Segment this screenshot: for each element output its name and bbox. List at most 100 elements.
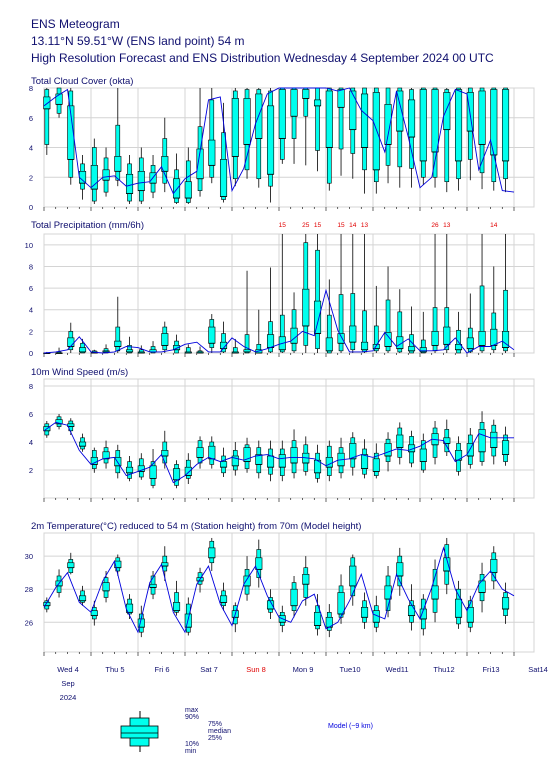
ens-box [255, 88, 263, 188]
ens-box [219, 582, 228, 611]
ens-box [290, 429, 298, 479]
ens-box-10-90 [444, 89, 450, 183]
ens-box [231, 338, 239, 354]
y-tick-label: 8 [29, 84, 33, 93]
ens-box-25-75 [490, 431, 498, 448]
ens-box-10-90 [338, 87, 344, 150]
ens-box [78, 338, 87, 354]
ens-box [466, 87, 474, 181]
ens-box-25-75 [349, 90, 357, 130]
ens-box-10-90 [373, 325, 379, 352]
ens-box-25-75 [149, 583, 157, 588]
ens-box [501, 426, 510, 466]
ens-box-25-75 [337, 592, 345, 615]
ens-box [466, 595, 474, 633]
time-axis: Wed 4 Thu 5 Fri 6 Sat 7 Sun 8 Mon 9 Tue10 Wed11… [57, 665, 548, 702]
ens-box-25-75 [501, 440, 510, 455]
y-tick-label: 6 [29, 284, 33, 293]
ens-box-10-90 [315, 249, 320, 349]
ens-box-25-75 [219, 159, 228, 197]
ens-box-25-75 [349, 565, 357, 587]
ens-box [125, 336, 134, 354]
ens-box [78, 585, 87, 606]
y-tick-label: 8 [29, 382, 33, 391]
ens-box [149, 571, 157, 600]
ens-box [443, 88, 451, 193]
day-label: Sun 8 [246, 665, 266, 674]
legend-model-label: Model (~9 km) [328, 723, 373, 730]
ens-box-25-75 [419, 89, 427, 162]
ens-box-25-75 [219, 461, 228, 468]
plot-area [43, 233, 535, 354]
ens-box [208, 314, 216, 353]
location-line: 13.11°N 59.51°W (ENS land point) 54 m [31, 34, 245, 48]
ens-box-25-75 [102, 169, 110, 181]
overflow-label: 14 [349, 222, 357, 229]
ens-box [243, 270, 251, 354]
legend-max-label: max [185, 707, 199, 714]
ens-box-25-75 [372, 458, 380, 472]
ens-box-25-75 [278, 89, 286, 139]
ens-box-10-90 [244, 334, 250, 354]
y-tick-label: 0 [29, 349, 33, 358]
ens-box-10-90 [385, 299, 391, 352]
ens-box-10-90 [503, 289, 508, 352]
forecast-subtitle: High Resolution Forecast and ENS Distrib… [31, 51, 494, 65]
ens-box [431, 234, 439, 353]
ens-box-25-75 [231, 98, 239, 157]
hres-model-line [43, 87, 515, 195]
ens-box-25-75 [407, 99, 416, 138]
ens-box-25-75 [313, 99, 322, 107]
ens-box-25-75 [396, 434, 404, 448]
y-tick-label: 28 [25, 585, 33, 594]
day-label: Fri13 [482, 665, 499, 674]
ens-box [172, 580, 181, 616]
y-tick-label: 10 [25, 241, 33, 250]
ens-box-25-75 [454, 89, 463, 162]
ens-box-25-75 [290, 327, 298, 344]
ens-box-25-75 [501, 597, 510, 610]
ens-box-10-90 [209, 99, 215, 178]
day-label: Sat 7 [200, 665, 218, 674]
legend-p90-label: 90% [185, 714, 199, 721]
ens-box-25-75 [290, 89, 298, 117]
ens-box [302, 234, 310, 353]
ens-box-25-75 [302, 574, 310, 585]
plot-area [43, 532, 535, 653]
ens-box [231, 88, 239, 187]
ens-box-25-75 [290, 447, 298, 464]
ens-box-25-75 [466, 607, 474, 623]
ens-box-10-90 [420, 339, 426, 354]
ens-box-25-75 [278, 454, 286, 468]
ens-box-10-90 [397, 311, 403, 353]
day-label: Thu 5 [105, 665, 124, 674]
ens-box [501, 582, 510, 624]
ens-box-10-90 [115, 124, 121, 181]
ens-box [501, 234, 510, 353]
ens-box [501, 87, 510, 193]
y-tick-label: 2 [29, 173, 33, 182]
hres-model-line [43, 546, 515, 634]
ens-box-25-75 [78, 171, 87, 184]
ens-box-25-75 [161, 333, 169, 346]
ens-box [196, 436, 204, 469]
ens-box-25-75 [454, 598, 463, 618]
y-tick-label: 30 [25, 552, 33, 561]
ens-box [90, 447, 98, 473]
ens-box-25-75 [208, 326, 216, 344]
ens-box-25-75 [90, 457, 98, 465]
ens-box-25-75 [67, 423, 75, 427]
ens-box [372, 87, 380, 194]
chart-panel-4: 26 28 30 2m Temperature(°C) reduced to 54 m… [25, 521, 535, 656]
overflow-label: 13 [361, 222, 369, 229]
hres-model-line [43, 288, 515, 354]
ens-box-25-75 [43, 96, 51, 110]
ens-box-25-75 [396, 562, 404, 577]
ens-box-25-75 [196, 447, 204, 458]
panel-title: 10m Wind Speed (m/s) [31, 367, 128, 378]
ens-box-25-75 [161, 450, 169, 457]
day-label: Thu12 [433, 665, 454, 674]
ens-box-25-75 [443, 326, 451, 345]
ens-box [196, 346, 204, 354]
ens-box [90, 138, 98, 205]
